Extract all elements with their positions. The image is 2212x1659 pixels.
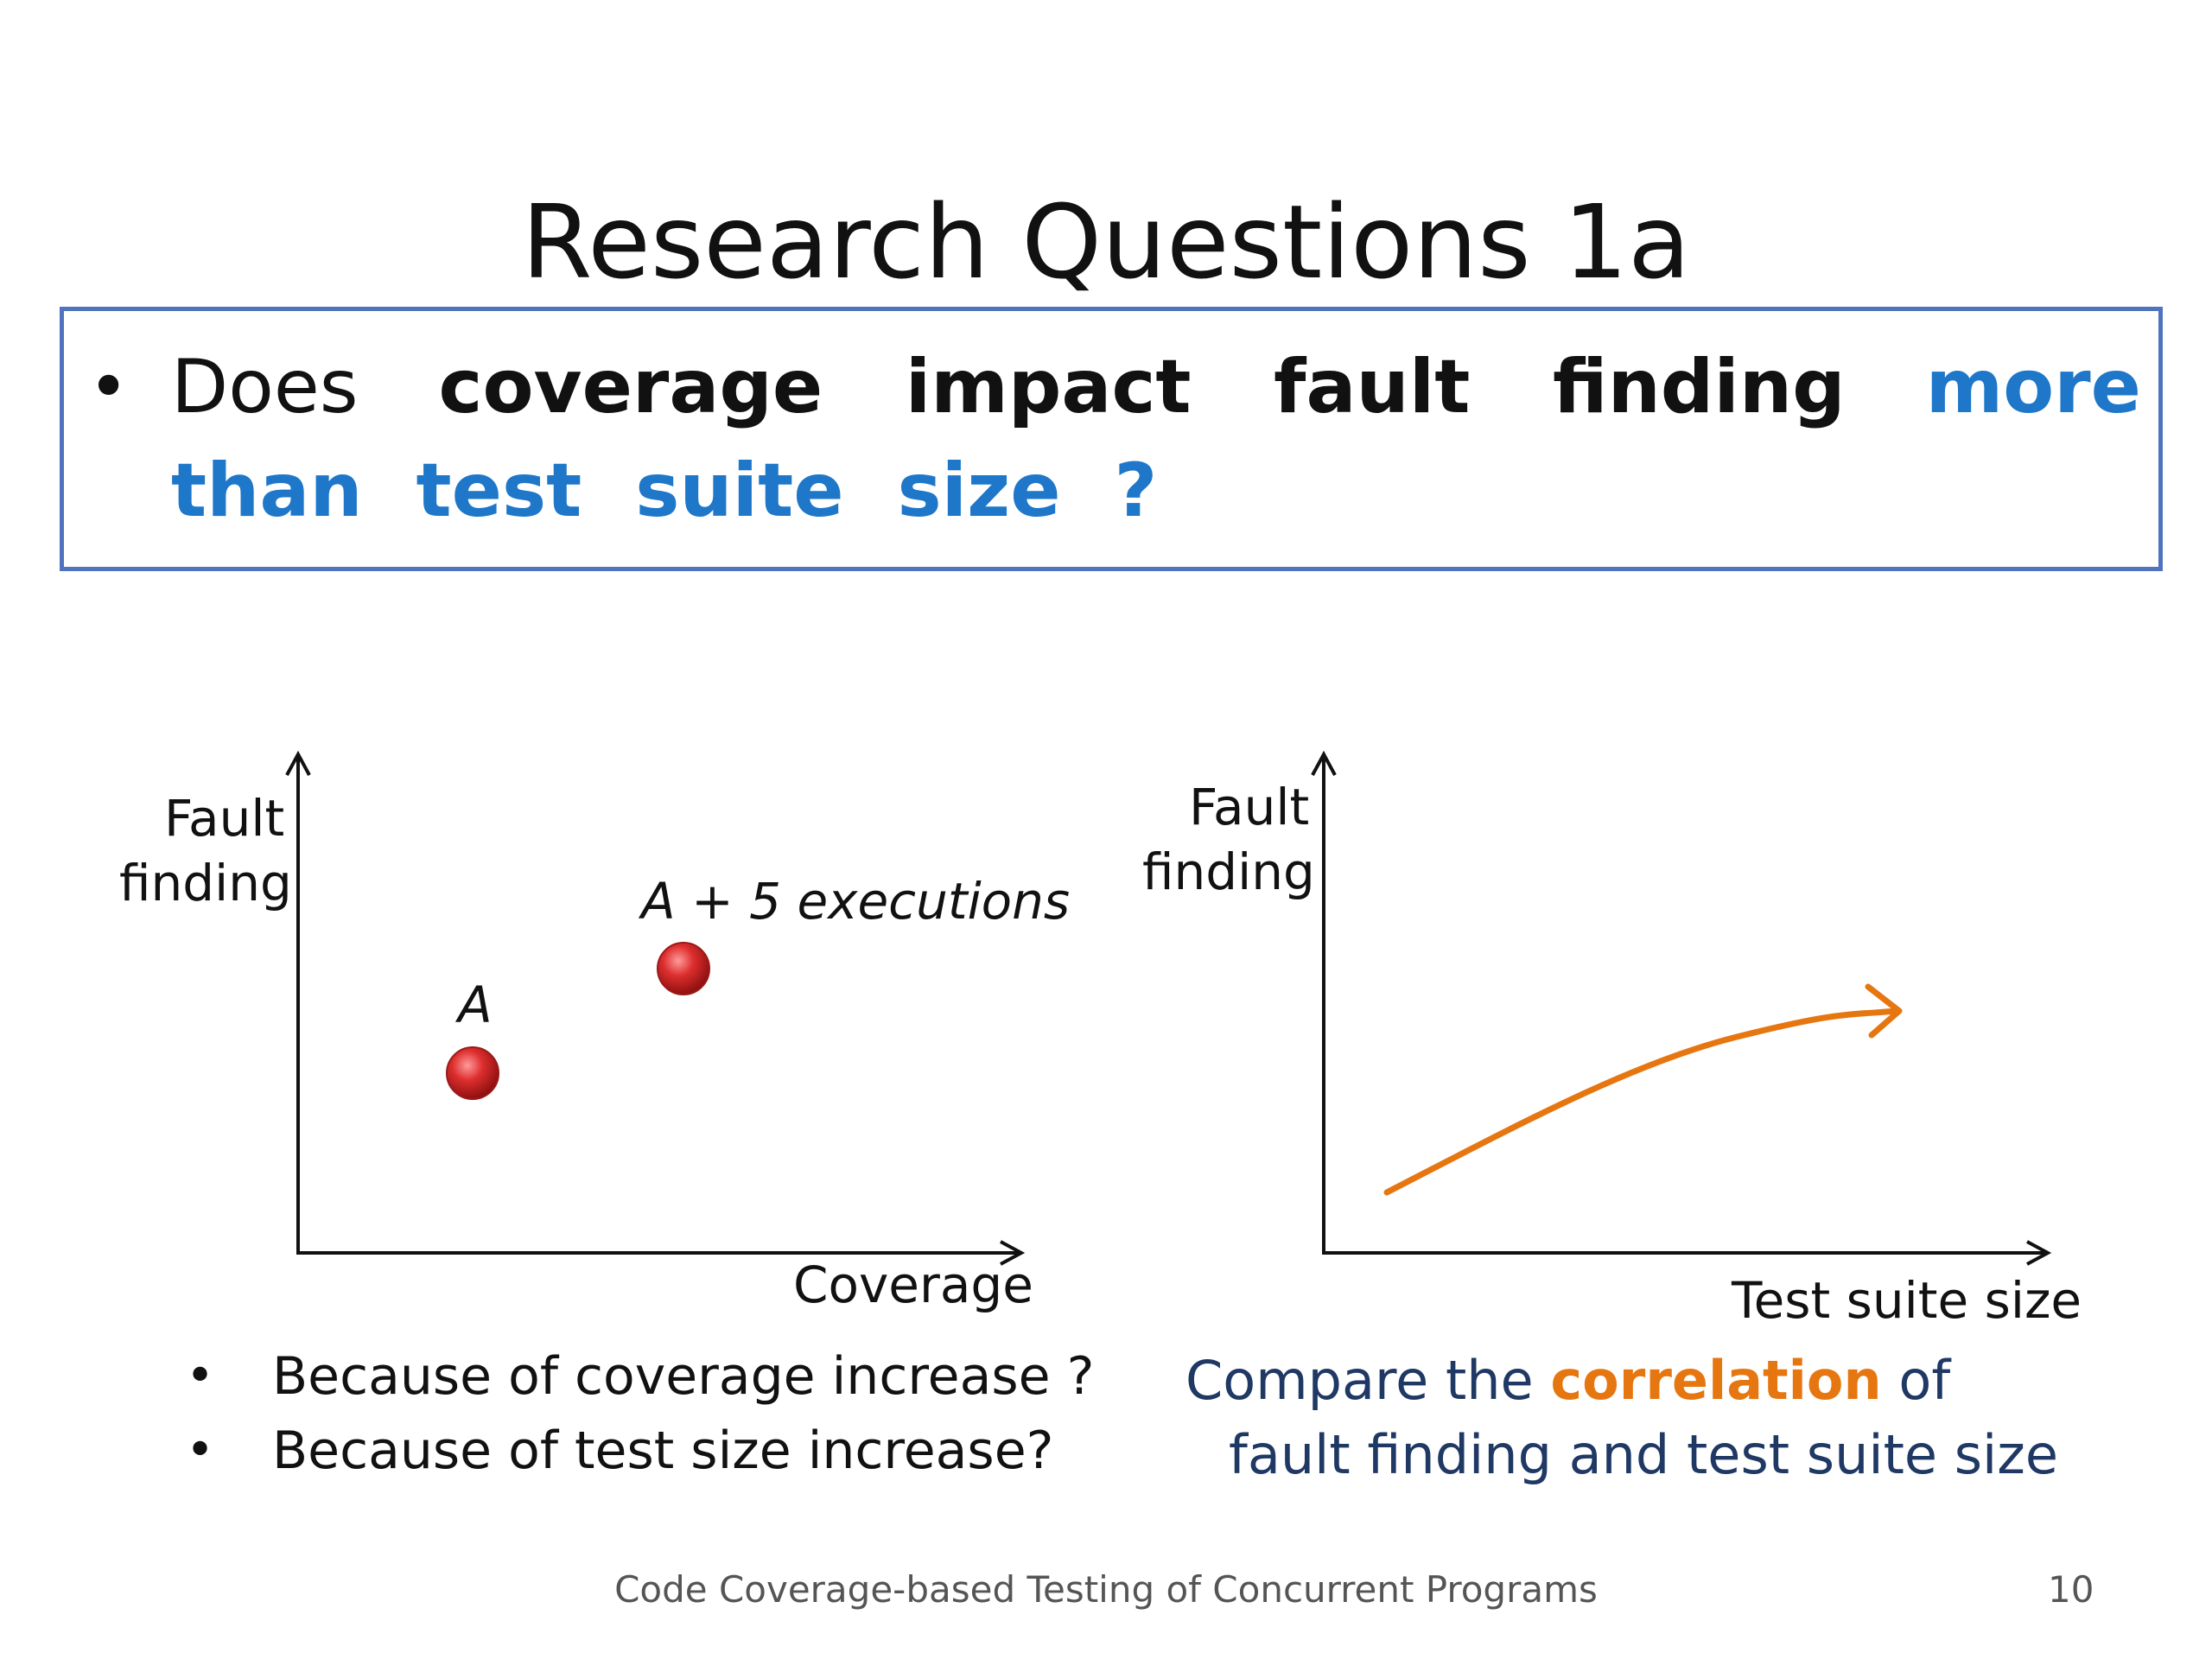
slide-title: Research Questions 1a [521,182,1691,302]
reason-bullet-item: • Because of test size increase? [186,1414,1094,1488]
left-y-label-line1: Fault [164,789,285,848]
compare-part1: Compare the [1185,1349,1551,1412]
compare-line2: fault finding and test suite size [1229,1423,2058,1486]
compare-text: Compare the correlation of fault finding… [1185,1344,2058,1492]
question-highlight: more than test suite size ? [171,344,2141,534]
question-text: Does coverage impact fault finding more … [171,335,2141,543]
left-x-label: Coverage [793,1255,1033,1314]
slide-footer: Code Coverage-based Testing of Concurren… [614,1568,1598,1611]
point-b-label: A + 5 executions [641,872,1071,931]
reason-bullet-item: • Because of coverage increase ? [186,1339,1094,1414]
reason-bullets: • Because of coverage increase ? • Becau… [186,1339,1094,1488]
correlation-curve-arrowhead [1865,983,1903,1039]
reason-text: Because of coverage increase ? [272,1346,1095,1407]
right-y-arrowhead [1311,750,1337,776]
left-y-arrowhead [285,750,311,776]
correlation-curve [1383,1007,1900,1196]
question-bullet: • [88,346,130,427]
right-x-label: Test suite size [1732,1271,2082,1330]
bullet-dot: • [186,1422,215,1478]
point-a-label: A [458,976,493,1034]
right-x-arrowhead [2026,1240,2052,1266]
left-x-arrowhead [1000,1240,1026,1266]
reason-text: Because of test size increase? [272,1421,1054,1481]
question-box: • Does coverage impact fault finding mor… [60,307,2163,571]
right-y-label-line2: finding [1142,842,1315,901]
bullet-dot: • [186,1348,215,1404]
left-y-label-line2: finding [119,854,292,912]
point-a-plus-5 [657,942,710,995]
compare-line1: Compare the correlation of [1185,1344,2058,1418]
point-a [446,1046,499,1100]
right-y-label-line1: Fault [1189,778,1310,836]
question-prefix: Does [171,344,439,430]
question-bold: coverage impact fault finding [438,344,1846,430]
compare-highlight: correlation [1550,1349,1882,1412]
compare-part2: of [1881,1349,1951,1412]
page-number: 10 [2048,1568,2094,1611]
